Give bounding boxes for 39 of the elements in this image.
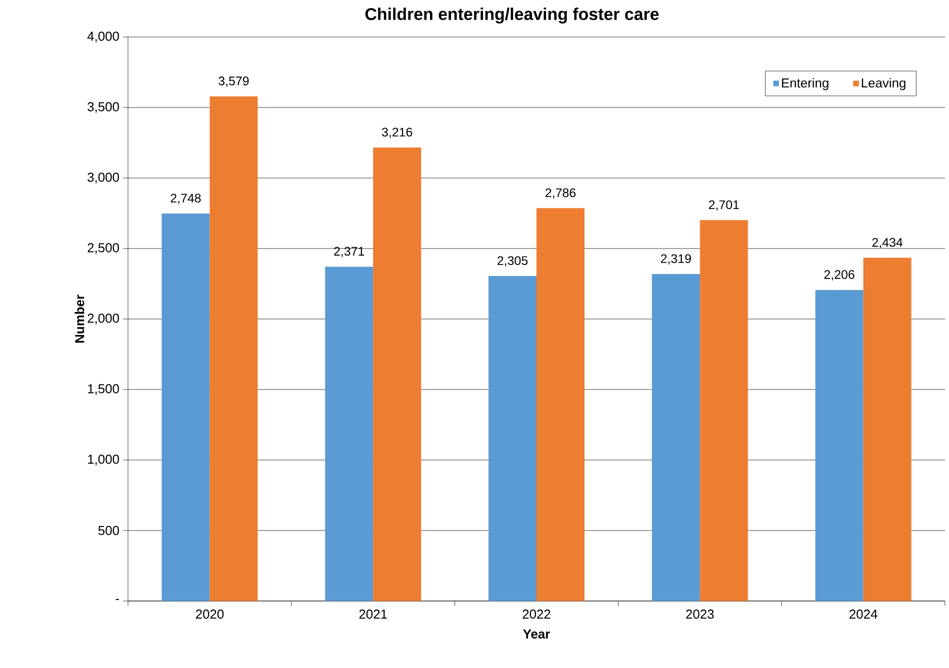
legend-label: Entering bbox=[782, 78, 828, 90]
bar bbox=[863, 258, 912, 601]
bar bbox=[536, 208, 585, 601]
y-tick-label: 1,500 bbox=[88, 384, 119, 395]
y-tick-label: 500 bbox=[98, 526, 119, 536]
y-tick-label: 4,000 bbox=[87, 32, 119, 42]
y-tick-label: - bbox=[116, 599, 119, 600]
data-label: 2,319 bbox=[660, 254, 691, 264]
data-label: 2,748 bbox=[170, 194, 201, 204]
x-axis-title: Year bbox=[523, 630, 550, 639]
x-tick-label: 2023 bbox=[686, 610, 714, 619]
x-tick-label: 2022 bbox=[522, 610, 550, 619]
data-label: 2,371 bbox=[334, 246, 364, 258]
y-tick-label: 2,500 bbox=[88, 243, 119, 254]
bar bbox=[488, 276, 537, 601]
data-label: 2,701 bbox=[708, 200, 739, 211]
y-tick-label: 1,000 bbox=[88, 454, 119, 466]
y-tick-label: 2,000 bbox=[88, 314, 119, 324]
bar bbox=[210, 96, 258, 601]
x-tick-label: 2024 bbox=[850, 610, 878, 619]
chart-title: Children entering/leaving foster care bbox=[365, 8, 659, 24]
data-label: 2,434 bbox=[872, 238, 903, 248]
bar bbox=[815, 290, 864, 601]
bar bbox=[162, 214, 210, 601]
y-axis-title: Number bbox=[74, 294, 84, 343]
bar bbox=[325, 266, 374, 601]
data-label: 3,216 bbox=[382, 128, 412, 138]
legend-label: Leaving bbox=[862, 78, 906, 90]
data-label: 2,206 bbox=[824, 270, 854, 280]
data-label: 2,305 bbox=[498, 256, 528, 266]
bar bbox=[700, 220, 748, 601]
x-tick-label: 2020 bbox=[196, 610, 224, 619]
y-tick-label: 3,000 bbox=[88, 172, 119, 184]
y-tick-label: 3,500 bbox=[88, 102, 119, 113]
data-label: 3,579 bbox=[218, 76, 249, 87]
data-label: 2,786 bbox=[546, 188, 576, 199]
x-tick-label: 2021 bbox=[359, 610, 387, 619]
bar bbox=[373, 148, 422, 601]
bar bbox=[652, 274, 700, 601]
